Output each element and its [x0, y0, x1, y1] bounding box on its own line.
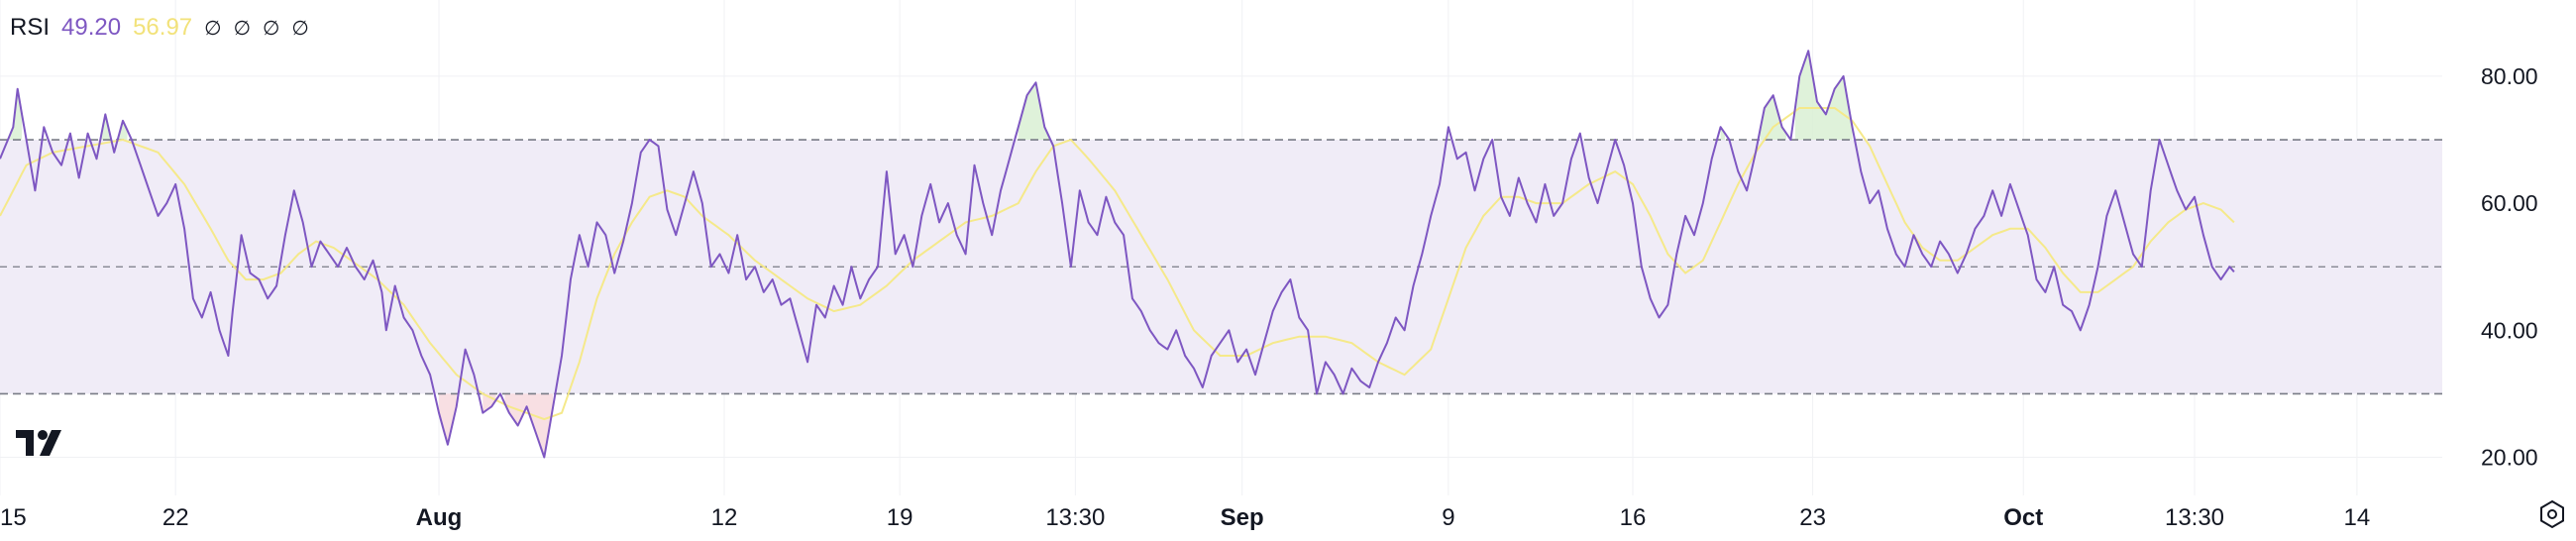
x-tick-label: 15 [0, 504, 27, 531]
ma-series-line [0, 107, 2235, 421]
y-tick-label: 60.00 [2481, 190, 2538, 216]
rsi-series-line [0, 50, 2235, 459]
x-tick-label: 13:30 [2165, 504, 2224, 531]
na-value: ∅ [262, 17, 280, 40]
x-tick-label: Aug [416, 504, 463, 531]
x-tick-label: 16 [1620, 504, 1647, 531]
na-value: ∅ [233, 17, 251, 40]
indicator-name: RSI [10, 14, 51, 41]
x-tick-label: 9 [1442, 504, 1454, 531]
overbought-fill [1760, 95, 1787, 141]
ma-value: 56.97 [133, 14, 193, 41]
overbought-fill [118, 120, 128, 141]
hexagon-settings-icon[interactable] [2540, 499, 2564, 529]
na-value: ∅ [204, 17, 222, 40]
x-tick-label: Oct [2003, 504, 2043, 531]
na-value: ∅ [291, 17, 309, 40]
y-tick-label: 20.00 [2481, 445, 2538, 471]
overbought-fill [100, 114, 110, 141]
tradingview-logo-icon[interactable] [16, 430, 61, 456]
x-tick-label: Sep [1221, 504, 1264, 531]
x-tick-label: 22 [162, 504, 189, 531]
y-axis-labels: 20.00 40.00 60.00 80.00 [2481, 63, 2538, 471]
x-tick-label: 12 [711, 504, 738, 531]
x-tick-label: 13:30 [1045, 504, 1105, 531]
y-tick-label: 40.00 [2481, 317, 2538, 343]
x-tick-label: 19 [887, 504, 913, 531]
rsi-value: 49.20 [61, 14, 122, 41]
x-axis-labels: 15 22 Aug 12 19 13:30 Sep 9 16 23 Oct 13:30 14 [0, 504, 2370, 531]
indicator-legend[interactable]: RSI 49.20 56.97 ∅ ∅ ∅ ∅ [10, 14, 309, 42]
x-tick-label: 23 [1799, 504, 1826, 531]
x-tick-label: 14 [2344, 504, 2371, 531]
y-tick-label: 80.00 [2481, 63, 2538, 89]
overbought-fill [1794, 51, 1853, 141]
oversold-fill [439, 393, 457, 445]
overbought-fill [1018, 82, 1049, 141]
